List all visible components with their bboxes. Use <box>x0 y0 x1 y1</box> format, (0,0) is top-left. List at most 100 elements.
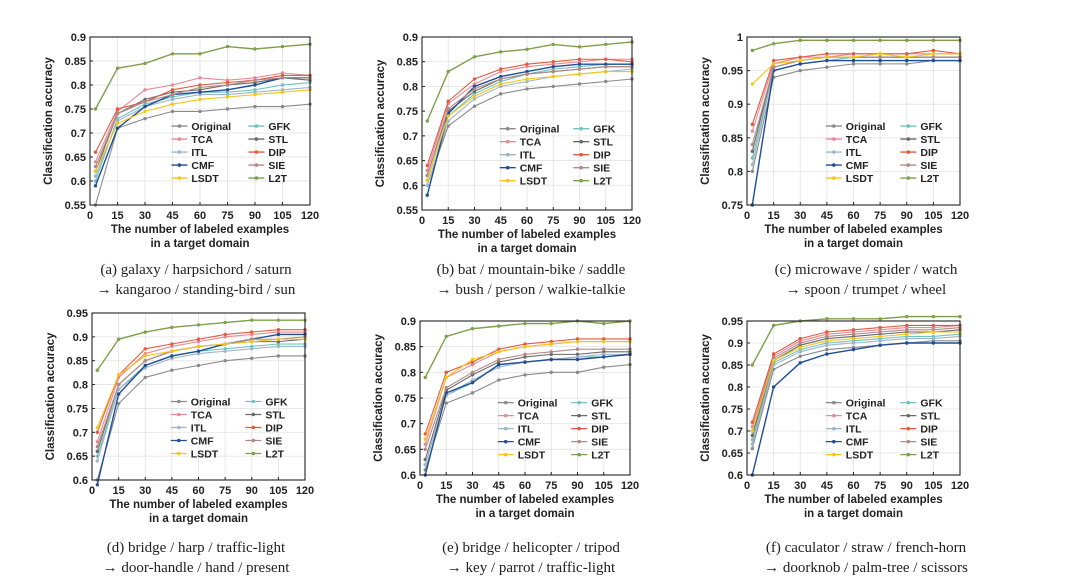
data-point-l2t <box>425 119 429 123</box>
data-point-itl <box>276 344 281 349</box>
legend-label: DIP <box>920 147 938 159</box>
x-tick-label: 45 <box>166 210 178 222</box>
data-point-dip <box>878 325 882 330</box>
data-point-stl <box>497 360 501 364</box>
data-point-itl <box>602 352 606 357</box>
legend-label: GFK <box>593 124 616 136</box>
x-tick-label: 90 <box>901 480 913 492</box>
legend-label: DIP <box>268 147 286 159</box>
legend-marker-tca <box>177 137 182 141</box>
data-point-l2t <box>446 69 450 74</box>
series-line-l2t <box>96 319 305 371</box>
data-point-dip <box>250 330 254 334</box>
data-point-itl <box>170 97 175 102</box>
data-point-gfk <box>223 347 227 351</box>
data-point-sie <box>525 72 529 76</box>
data-point-stl <box>253 80 257 85</box>
legend-label: CMF <box>520 163 543 175</box>
legend-marker-dip <box>906 426 911 431</box>
data-point-l2t <box>250 318 254 322</box>
data-point-sie <box>851 332 856 336</box>
data-point-cmf <box>905 58 909 63</box>
data-point-original <box>116 401 121 406</box>
x-tick-label: 90 <box>246 485 258 497</box>
data-point-sie <box>905 328 909 332</box>
data-point-l2t <box>143 330 147 334</box>
data-point-dip <box>750 122 755 127</box>
data-point-l2t <box>470 327 475 331</box>
data-point-tca <box>196 339 201 344</box>
legend-marker-lsdt <box>832 176 836 180</box>
y-tick-label: 0.7 <box>401 419 416 431</box>
data-point-sie <box>280 76 285 80</box>
data-point-lsdt <box>551 74 555 79</box>
data-point-sie <box>750 142 755 147</box>
data-point-lsdt <box>143 354 147 358</box>
data-point-lsdt <box>750 429 755 433</box>
data-point-lsdt <box>276 337 281 341</box>
data-point-cmf <box>604 62 608 66</box>
data-point-sie <box>798 341 802 345</box>
data-point-l2t <box>423 375 427 380</box>
x-axis-label-line2: in a target domain <box>150 238 249 250</box>
data-point-stl <box>575 352 580 357</box>
data-point-original <box>250 356 254 361</box>
y-tick-label: 0.8 <box>71 80 86 92</box>
data-point-dip <box>798 55 802 59</box>
data-point-l2t <box>771 323 776 328</box>
legend-marker-sie <box>906 439 911 444</box>
data-point-gfk <box>276 342 281 346</box>
y-tick-label: 0.8 <box>73 380 88 392</box>
data-point-itl <box>93 174 98 178</box>
data-point-dip <box>750 420 755 424</box>
data-point-l2t <box>523 321 527 326</box>
data-point-dip <box>423 432 427 436</box>
legend-label: STL <box>920 134 940 146</box>
data-point-itl <box>905 336 909 341</box>
legend-marker-l2t <box>906 452 911 457</box>
data-point-sie <box>143 100 147 104</box>
data-point-lsdt <box>223 342 227 346</box>
legend-marker-dip <box>906 150 911 154</box>
data-point-l2t <box>116 337 121 341</box>
data-point-l2t <box>280 44 285 49</box>
data-point-stl <box>276 339 281 344</box>
data-point-tca <box>423 442 427 446</box>
data-point-stl <box>170 90 175 94</box>
legend-marker-tca <box>832 413 836 418</box>
data-point-dip <box>93 150 98 154</box>
y-tick-label: 0.65 <box>67 451 88 463</box>
data-point-tca <box>750 129 755 133</box>
data-point-sie <box>771 65 776 69</box>
data-point-original <box>253 104 257 109</box>
y-tick-label: 0.65 <box>395 444 416 456</box>
data-point-tca <box>551 62 555 66</box>
data-point-stl <box>143 97 147 102</box>
data-point-lsdt <box>253 92 257 97</box>
data-point-cmf <box>143 104 147 109</box>
data-point-lsdt <box>577 72 582 76</box>
data-point-original <box>551 84 555 89</box>
data-point-lsdt <box>143 109 147 114</box>
x-tick-label: 15 <box>768 210 780 222</box>
x-tick-label: 120 <box>301 210 319 222</box>
legend-marker-sie <box>579 165 583 170</box>
legend-marker-itl <box>177 150 182 154</box>
legend-label: L2T <box>591 450 610 462</box>
data-point-original <box>798 354 802 358</box>
data-point-gfk <box>250 344 254 349</box>
y-axis-label: Classification accuracy <box>45 332 57 460</box>
legend-label: LSDT <box>520 176 548 188</box>
y-tick-label: 0.9 <box>73 332 88 344</box>
x-tick-label: 75 <box>221 210 233 222</box>
data-point-original <box>499 92 503 96</box>
data-point-original <box>497 378 501 382</box>
data-point-dip <box>551 60 555 64</box>
data-point-tca <box>253 76 257 80</box>
data-point-lsdt <box>771 358 776 363</box>
legend-marker-itl <box>832 150 836 154</box>
data-point-lsdt <box>878 334 882 339</box>
data-point-l2t <box>170 325 174 330</box>
legend-label: GFK <box>920 398 943 410</box>
data-point-tca <box>276 330 281 334</box>
